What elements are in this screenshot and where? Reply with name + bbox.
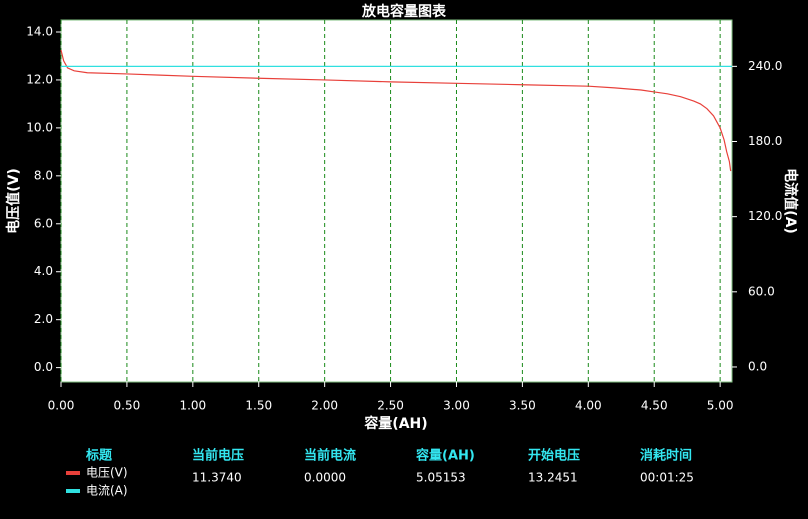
y2-tick-label: 60.0 xyxy=(748,284,775,298)
x-tick-label: 0.50 xyxy=(114,399,141,413)
table-value: 5.05153 xyxy=(416,471,466,485)
table-value: 13.2451 xyxy=(528,471,578,485)
y-tick-label: 8.0 xyxy=(34,168,53,182)
y-tick-label: 4.0 xyxy=(34,264,53,278)
legend-swatch xyxy=(66,471,80,475)
y2-tick-label: 180.0 xyxy=(748,134,782,148)
table-value: 11.3740 xyxy=(192,471,242,485)
table-header: 消耗时间 xyxy=(640,448,692,464)
table-header: 容量(AH) xyxy=(415,448,475,464)
y-tick-label: 10.0 xyxy=(26,120,53,134)
y-tick-label: 12.0 xyxy=(26,72,53,86)
y-tick-label: 2.0 xyxy=(34,312,53,326)
y2-tick-label: 240.0 xyxy=(748,59,782,73)
x-tick-label: 0.00 xyxy=(48,399,75,413)
x-axis-label: 容量(AH) xyxy=(363,415,427,432)
plot-area xyxy=(60,19,733,383)
y2-tick-label: 120.0 xyxy=(748,209,782,223)
x-tick-label: 4.50 xyxy=(641,399,668,413)
legend-label: 电流(A) xyxy=(86,484,128,498)
x-tick-label: 2.50 xyxy=(377,399,404,413)
x-tick-label: 1.00 xyxy=(179,399,206,413)
y2-tick-label: 0.0 xyxy=(748,359,767,373)
y2-axis-label: 电流值(A) xyxy=(782,168,799,234)
y-tick-label: 6.0 xyxy=(34,216,53,230)
table-header: 当前电流 xyxy=(304,448,356,464)
table-value: 0.0000 xyxy=(304,471,346,485)
x-tick-label: 2.00 xyxy=(311,399,338,413)
x-tick-label: 4.00 xyxy=(575,399,602,413)
y-axis-label: 电压值(V) xyxy=(5,168,22,234)
chart-title: 放电容量图表 xyxy=(361,3,447,20)
table-header: 标题 xyxy=(85,448,113,464)
y-tick-label: 0.0 xyxy=(34,360,53,374)
x-tick-label: 1.50 xyxy=(245,399,272,413)
x-tick-label: 3.50 xyxy=(509,399,536,413)
legend-swatch xyxy=(66,489,80,493)
table-header: 开始电压 xyxy=(528,448,580,464)
x-tick-label: 3.00 xyxy=(443,399,470,413)
x-tick-label: 5.00 xyxy=(707,399,734,413)
table-header: 当前电压 xyxy=(192,448,244,464)
series-line xyxy=(60,49,732,172)
legend-label: 电压(V) xyxy=(86,466,128,480)
table-value: 00:01:25 xyxy=(640,471,694,485)
y-tick-label: 14.0 xyxy=(26,24,53,38)
